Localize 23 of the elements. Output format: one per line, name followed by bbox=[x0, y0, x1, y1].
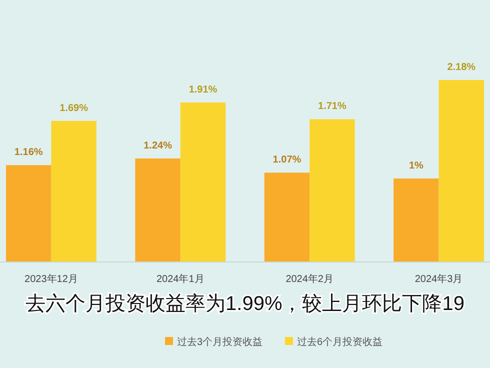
data-label: 1.71% bbox=[318, 101, 346, 112]
bar bbox=[438, 80, 484, 262]
x-tick-label: 2023年12月 bbox=[24, 273, 78, 285]
legend-label: 过去6个月投资收益 bbox=[297, 336, 383, 348]
data-label: 1.16% bbox=[14, 147, 43, 158]
x-tick-label: 2024年3月 bbox=[414, 273, 463, 285]
bar bbox=[6, 165, 52, 262]
bar bbox=[394, 178, 439, 262]
data-label: 1.91% bbox=[188, 84, 218, 96]
x-tick-label: 2024年1月 bbox=[156, 273, 204, 285]
data-label: 2.18% bbox=[447, 62, 476, 73]
data-label: 1.69% bbox=[60, 102, 88, 114]
data-label: 1% bbox=[408, 160, 424, 172]
data-label: 1.07% bbox=[272, 154, 302, 166]
x-tick-label: 2024年2月 bbox=[286, 273, 334, 285]
bar bbox=[264, 172, 310, 262]
legend-label: 过去3个月投资收益 bbox=[177, 336, 263, 348]
data-label: 1.24% bbox=[144, 140, 172, 152]
bar bbox=[51, 120, 96, 262]
bar bbox=[180, 102, 226, 262]
bar bbox=[135, 158, 180, 262]
text: 去六个月投资收益率为1.99%，较上月环比下降19 bbox=[26, 293, 464, 315]
bar bbox=[310, 119, 355, 262]
